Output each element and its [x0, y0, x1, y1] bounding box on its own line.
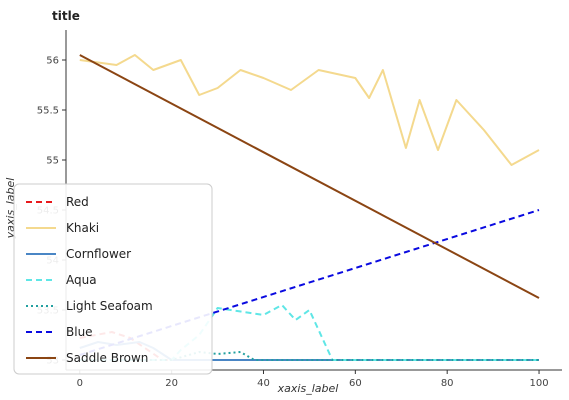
series-line-saddle-brown: [79, 54, 540, 299]
chart-title: title: [52, 9, 80, 23]
legend-box: [13, 183, 213, 375]
y-tick-label: 55: [46, 156, 59, 167]
legend: Red Khaki Cornflower Aqua Light Seafoam Blue S…: [13, 183, 213, 375]
series-line-khaki: [79, 54, 540, 166]
x-tick-label: 40: [257, 378, 270, 389]
legend-label-saddle-brown: Saddle Brown: [66, 351, 148, 365]
x-axis-title: xaxis_label: [277, 382, 339, 395]
x-tick-label: 0: [77, 378, 83, 389]
x-tick-label: 20: [165, 378, 178, 389]
x-tick-label: 100: [529, 378, 548, 389]
legend-label-light-seafoam: Light Seafoam: [66, 299, 153, 313]
legend-label-khaki: Khaki: [66, 221, 99, 235]
x-tick-label: 60: [349, 378, 362, 389]
legend-label-red: Red: [66, 195, 89, 209]
x-tick-label: 80: [441, 378, 454, 389]
legend-label-aqua: Aqua: [66, 273, 97, 287]
y-tick-label: 55.5: [37, 106, 59, 117]
y-tick-label: 56: [46, 56, 59, 67]
legend-label-blue: Blue: [66, 325, 93, 339]
legend-label-cornflower: Cornflower: [66, 247, 131, 261]
